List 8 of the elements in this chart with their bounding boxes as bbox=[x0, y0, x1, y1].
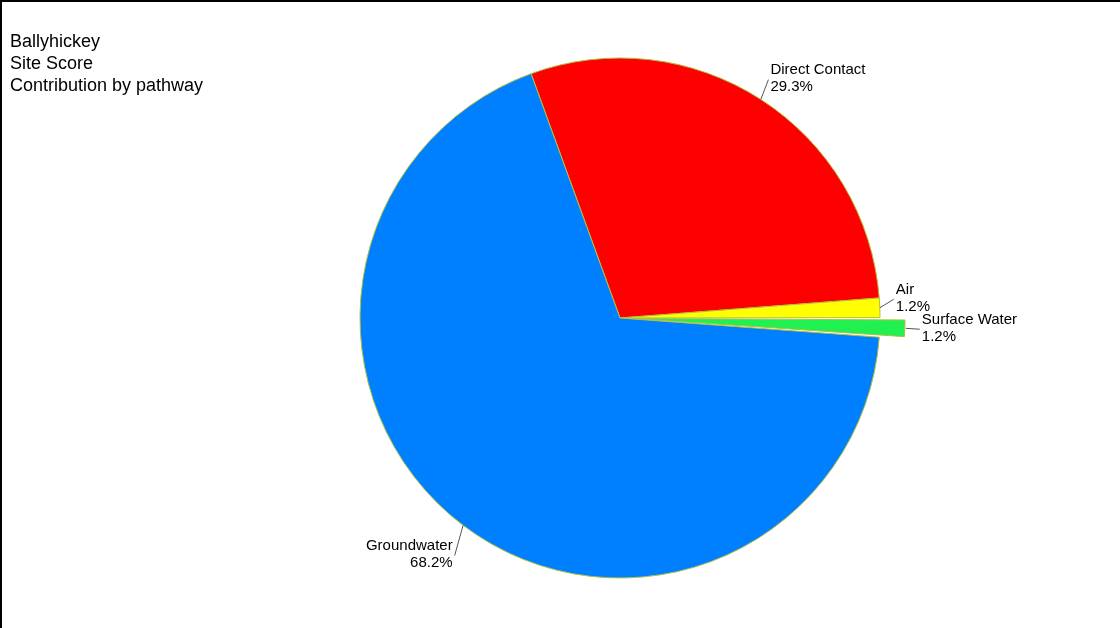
slice-label: Groundwater bbox=[365, 536, 453, 554]
data-label: 29.3% bbox=[770, 77, 813, 95]
text: Ballyhickey Site Score Contribution by pathway bbox=[10, 30, 204, 96]
slice-label: Air bbox=[895, 279, 915, 297]
slice-label: Direct Contact bbox=[770, 60, 867, 78]
data-label: 1.2% bbox=[921, 326, 957, 344]
data-label: 1.2% bbox=[895, 296, 930, 314]
data-label: 68.2% bbox=[410, 553, 453, 571]
